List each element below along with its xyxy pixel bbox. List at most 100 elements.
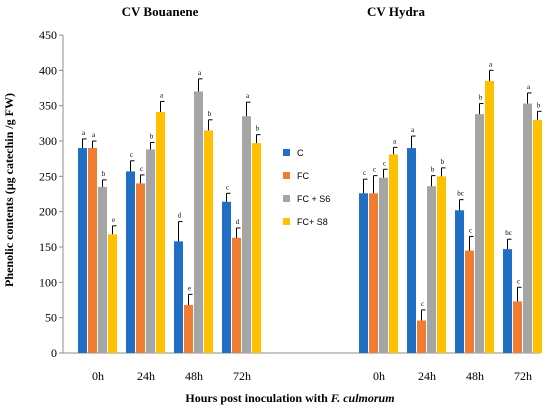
bar-bouanene-0h-3 xyxy=(108,234,117,353)
bar-hydra-24h-3 xyxy=(437,176,446,353)
bar-hydra-24h-2 xyxy=(427,186,436,353)
y-tick-label: 150 xyxy=(39,240,57,254)
bar-hydra-72h-3 xyxy=(533,119,542,353)
y-ticks: 0 50 100 150 200 250 300 350 400 450 xyxy=(39,28,63,360)
legend: C FC FC + S6 FC+ S8 xyxy=(283,148,330,227)
significance-label: c xyxy=(140,165,143,173)
bar-bouanene-24h-1 xyxy=(136,183,145,353)
bar-hydra-48h-0 xyxy=(455,210,464,353)
legend-entry: C xyxy=(297,148,304,158)
y-axis-label: Phenolic contents (µg catechin /g FW) xyxy=(2,93,16,287)
significance-label: b xyxy=(441,158,445,166)
significance-label: b xyxy=(150,132,154,140)
significance-label: b xyxy=(431,166,435,174)
significance-label: c xyxy=(373,166,376,174)
significance-label: a xyxy=(489,60,493,68)
bar-hydra-48h-3 xyxy=(485,80,494,353)
significance-label: bc xyxy=(505,229,512,237)
x-tick-label: 24h xyxy=(418,369,436,383)
y-tick-label: 350 xyxy=(39,99,57,113)
significance-label: c xyxy=(517,277,520,285)
significance-label: a xyxy=(198,69,202,77)
bar-bouanene-48h-2 xyxy=(194,91,203,354)
bar-hydra-48h-2 xyxy=(475,114,484,353)
x-ticks: 0h 24h 48h 72h 0h 24h 48h 72h xyxy=(92,369,532,383)
x-axis-label-text: Hours post inoculation with xyxy=(185,391,330,405)
significance-label: a xyxy=(393,137,397,145)
significance-label: b xyxy=(208,110,212,118)
bar-bouanene-72h-1 xyxy=(232,237,241,353)
bar-bouanene-48h-1 xyxy=(184,304,193,353)
significance-label: d xyxy=(178,212,182,220)
bar-hydra-24h-1 xyxy=(417,320,426,353)
x-tick-label: 24h xyxy=(137,369,155,383)
y-tick-label: 50 xyxy=(45,311,57,325)
x-tick-label: 48h xyxy=(185,369,203,383)
bar-bouanene-24h-3 xyxy=(156,112,165,353)
significance-label: c xyxy=(130,151,133,159)
significance-label: bc xyxy=(457,190,464,198)
bar-bouanene-0h-0 xyxy=(78,148,87,353)
bar-bouanene-48h-0 xyxy=(174,241,183,353)
significance-label: e xyxy=(112,216,115,224)
y-tick-label: 200 xyxy=(39,205,57,219)
y-tick-label: 0 xyxy=(51,346,57,360)
bar-hydra-72h-0 xyxy=(503,249,512,353)
bar-bouanene-72h-0 xyxy=(222,201,231,353)
significance-label: e xyxy=(188,284,191,292)
significance-label: c xyxy=(226,183,229,191)
legend-entry: FC + S6 xyxy=(297,194,330,204)
legend-entry: FC xyxy=(297,171,309,181)
y-tick-label: 450 xyxy=(39,28,57,42)
significance-label: c xyxy=(469,226,472,234)
legend-swatch xyxy=(283,149,290,156)
bar-bouanene-0h-2 xyxy=(98,186,107,353)
significance-label: a xyxy=(82,129,86,137)
y-tick-label: 400 xyxy=(39,63,57,77)
significance-label: b xyxy=(102,170,106,178)
x-tick-label: 48h xyxy=(466,369,484,383)
bar-bouanene-24h-0 xyxy=(126,171,135,353)
x-tick-label: 0h xyxy=(92,369,104,383)
bar-bouanene-24h-2 xyxy=(146,149,155,353)
legend-swatch xyxy=(283,218,290,225)
bar-hydra-0h-1 xyxy=(369,193,378,353)
bar-hydra-72h-1 xyxy=(513,301,522,353)
bar-bouanene-72h-2 xyxy=(242,116,251,354)
bar-hydra-0h-2 xyxy=(379,177,388,353)
panel-title-hydra: CV Hydra xyxy=(367,4,425,19)
bar-bouanene-72h-3 xyxy=(252,143,261,353)
significance-label: b xyxy=(479,94,483,102)
significance-label: d xyxy=(236,218,240,226)
bar-hydra-72h-2 xyxy=(523,103,532,354)
y-tick-label: 100 xyxy=(39,275,57,289)
significance-label: a xyxy=(246,92,250,100)
bar-hydra-0h-3 xyxy=(389,154,398,353)
x-tick-label: 72h xyxy=(233,369,251,383)
significance-label: c xyxy=(421,300,424,308)
legend-swatch xyxy=(283,195,290,202)
legend-swatch xyxy=(283,172,290,179)
bar-bouanene-48h-3 xyxy=(204,130,213,353)
significance-label: c xyxy=(363,169,366,177)
significance-label: a xyxy=(92,131,96,139)
significance-label: b xyxy=(537,101,541,109)
bar-hydra-48h-1 xyxy=(465,250,474,353)
panel-title-bouanene: CV Bouanene xyxy=(122,4,199,19)
x-axis-label: Hours post inoculation with F. culmorum xyxy=(185,391,394,405)
legend-entry: FC+ S8 xyxy=(297,217,328,227)
y-tick-label: 250 xyxy=(39,169,57,183)
bar-hydra-0h-0 xyxy=(359,193,368,353)
y-tick-label: 300 xyxy=(39,134,57,148)
bar-hydra-24h-0 xyxy=(407,148,416,353)
bar-bouanene-0h-1 xyxy=(88,148,97,353)
x-tick-label: 72h xyxy=(514,369,532,383)
x-tick-label: 0h xyxy=(373,369,385,383)
significance-label: a xyxy=(527,83,531,91)
significance-label: a xyxy=(160,91,164,99)
significance-label: b xyxy=(256,125,260,133)
significance-label: a xyxy=(411,126,415,134)
significance-label: c xyxy=(383,159,386,167)
